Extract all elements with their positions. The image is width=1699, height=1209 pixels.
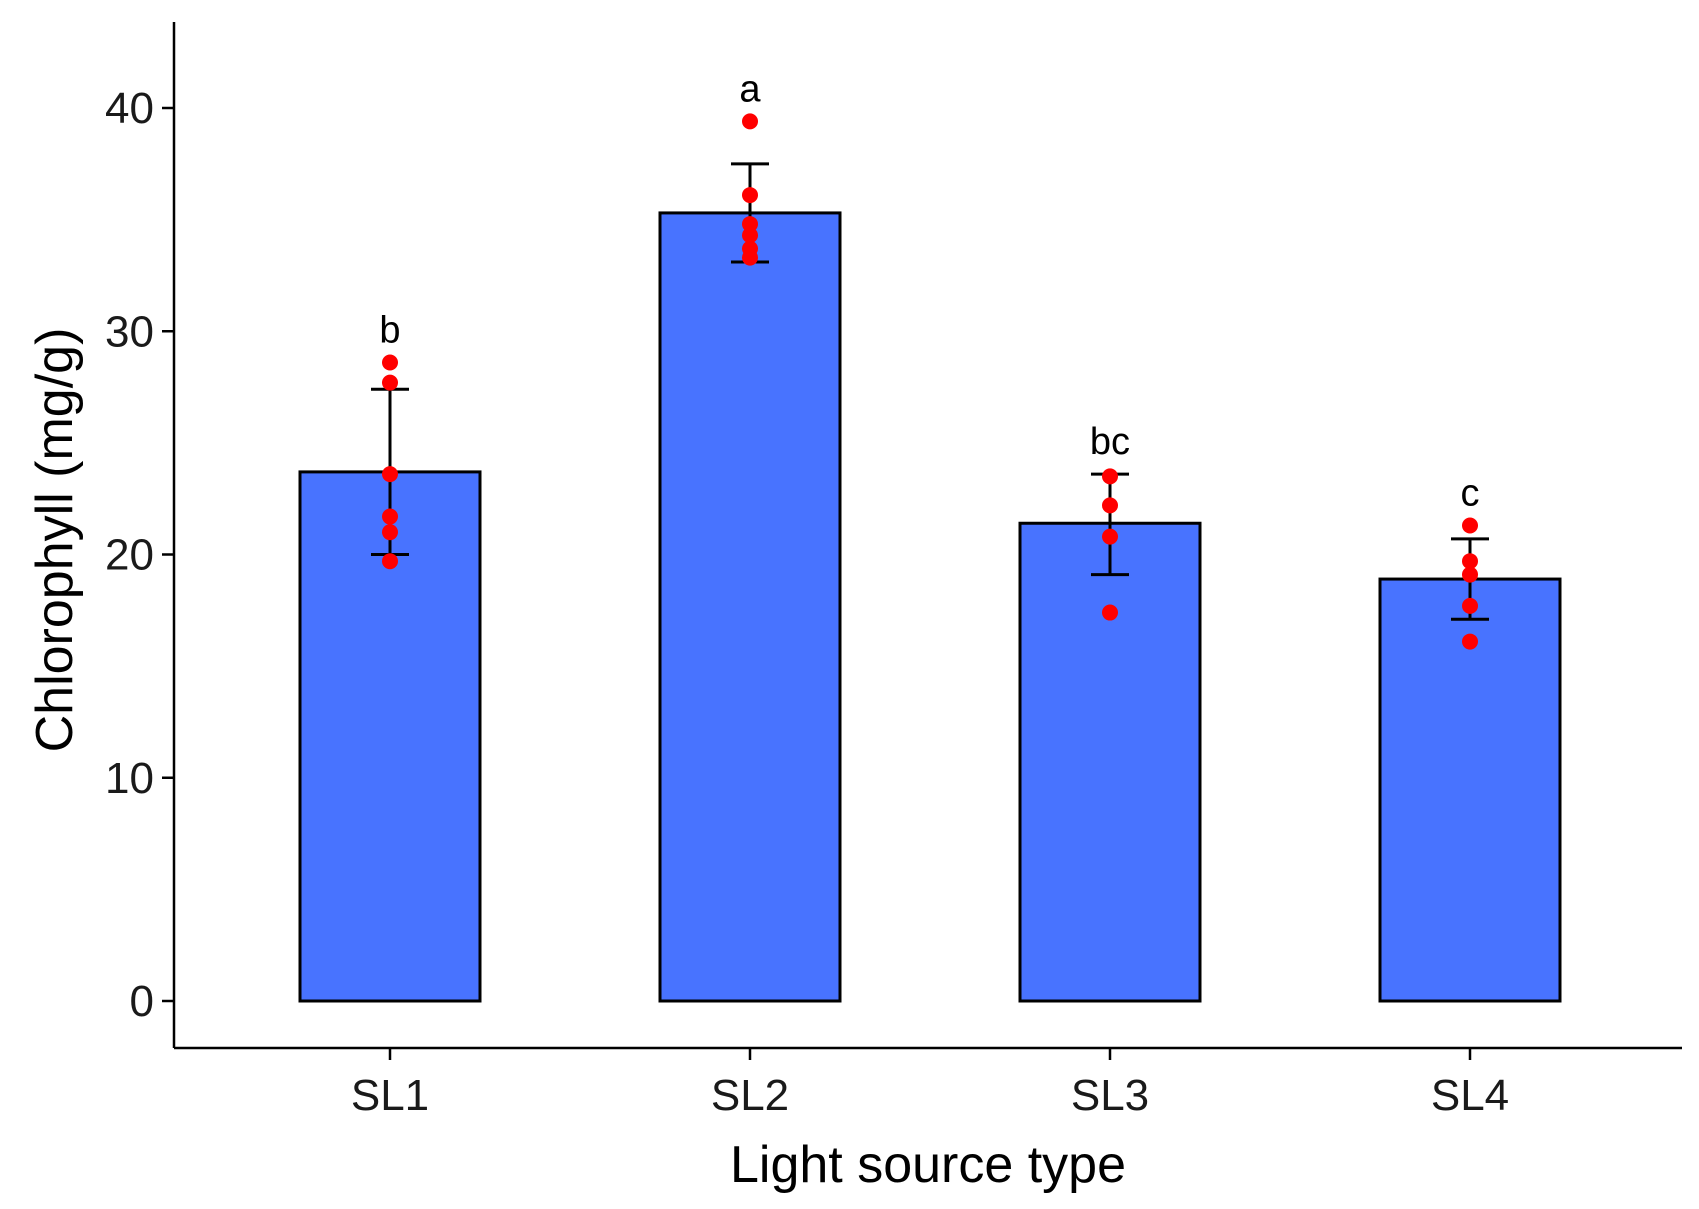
y-axis-title: Chlorophyll (mg/g) bbox=[26, 328, 84, 753]
data-point bbox=[382, 553, 398, 570]
data-point bbox=[1102, 528, 1118, 545]
x-tick-label: SL1 bbox=[351, 1071, 429, 1120]
x-tick-label: SL2 bbox=[711, 1071, 789, 1120]
y-tick-label: 30 bbox=[105, 307, 154, 356]
data-point bbox=[382, 524, 398, 541]
data-point bbox=[1102, 497, 1118, 514]
x-axis: SL1 SL2 SL3 SL4 bbox=[174, 1046, 1682, 1120]
significance-letter: a bbox=[739, 68, 761, 110]
data-point bbox=[382, 374, 398, 391]
data-point bbox=[382, 466, 398, 483]
data-point bbox=[1462, 566, 1478, 583]
data-point bbox=[1102, 468, 1118, 485]
data-point bbox=[1462, 633, 1478, 650]
data-point bbox=[1462, 553, 1478, 570]
bar-sl2 bbox=[658, 211, 842, 1003]
y-tick-label: 40 bbox=[105, 84, 154, 133]
data-point bbox=[742, 216, 758, 233]
data-point bbox=[1462, 517, 1478, 534]
significance-letter: c bbox=[1461, 472, 1480, 514]
bar-sl3 bbox=[1018, 521, 1202, 1003]
data-point bbox=[742, 113, 758, 130]
data-point bbox=[382, 354, 398, 371]
data-point bbox=[1462, 597, 1478, 614]
data-point bbox=[742, 249, 758, 266]
data-point bbox=[742, 227, 758, 244]
data-point bbox=[742, 187, 758, 204]
y-tick-label: 10 bbox=[105, 754, 154, 803]
significance-letter: bc bbox=[1090, 421, 1130, 463]
plot-layer: b a bc c bbox=[298, 68, 1562, 1003]
y-tick-label: 20 bbox=[105, 531, 154, 580]
x-tick-label: SL3 bbox=[1071, 1071, 1149, 1120]
data-point bbox=[382, 508, 398, 525]
y-axis: 0 10 20 30 40 bbox=[105, 22, 176, 1048]
data-point bbox=[1102, 604, 1118, 621]
x-axis-title: Light source type bbox=[730, 1136, 1126, 1194]
y-tick-label: 0 bbox=[130, 977, 154, 1026]
significance-letter: b bbox=[379, 310, 400, 352]
x-tick-label: SL4 bbox=[1431, 1071, 1509, 1120]
